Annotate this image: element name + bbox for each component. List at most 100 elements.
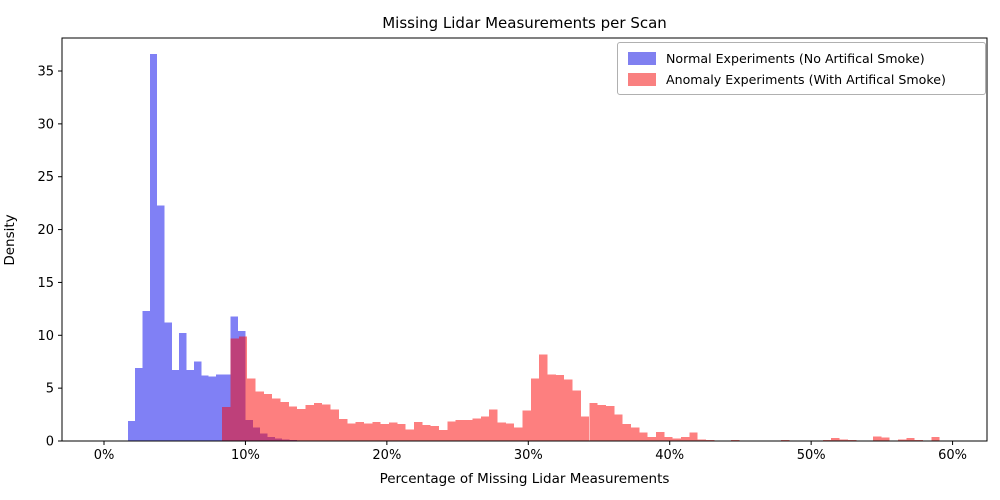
histogram-bar-anomaly xyxy=(630,427,640,441)
histogram-bar-anomaly xyxy=(681,436,690,441)
histogram-bar-anomaly xyxy=(781,439,790,441)
histogram-bar-anomaly xyxy=(697,439,707,441)
histogram-bar-anomaly xyxy=(672,438,682,441)
histogram-bar-normal xyxy=(201,375,209,441)
histogram-bar-normal xyxy=(142,310,150,441)
x-axis-label: Percentage of Missing Lidar Measurements xyxy=(379,471,670,487)
histogram-bar-normal xyxy=(164,322,172,441)
histogram-bar-anomaly xyxy=(363,423,373,441)
histogram-bar-anomaly xyxy=(656,432,665,441)
x-tick-label: 50% xyxy=(797,448,826,463)
x-tick-label: 60% xyxy=(938,448,967,463)
plot-frame xyxy=(61,37,988,442)
histogram-bar-anomaly xyxy=(547,374,556,441)
histogram-bar-anomaly xyxy=(689,432,698,441)
histogram-bar-anomaly xyxy=(530,378,540,441)
histogram-bar-anomaly xyxy=(589,402,598,441)
legend: Normal Experiments (No Artifical Smoke) … xyxy=(617,42,986,95)
histogram-bar-normal xyxy=(208,376,217,441)
histogram-bar-anomaly xyxy=(555,374,565,441)
x-tick-label: 0% xyxy=(94,448,115,463)
histogram-bar-anomaly xyxy=(605,406,615,441)
histogram-bar-anomaly xyxy=(897,439,907,441)
histogram-bar-normal xyxy=(135,368,143,441)
histogram-bar-anomaly xyxy=(430,426,440,441)
chart-title: Missing Lidar Measurements per Scan xyxy=(382,14,667,32)
histogram-bar-anomaly xyxy=(480,416,490,441)
histogram-bar-anomaly xyxy=(422,425,431,441)
y-tick-label: 15 xyxy=(37,276,54,291)
histogram-bar-anomaly xyxy=(222,407,231,441)
y-axis-label: Density xyxy=(2,214,18,266)
y-tick-label: 0 xyxy=(46,435,54,450)
histogram-bar-normal xyxy=(179,333,187,441)
x-tick-label: 20% xyxy=(372,448,401,463)
histogram-bar-normal xyxy=(171,370,180,441)
histogram-bar-anomaly xyxy=(238,336,248,441)
histogram-bar-anomaly xyxy=(647,436,656,441)
histogram-bar-anomaly xyxy=(597,405,606,441)
histogram-bar-anomaly xyxy=(272,398,281,441)
histogram-bar-anomaly xyxy=(731,439,740,441)
histogram-bar-anomaly xyxy=(338,418,348,441)
histogram-bar-anomaly xyxy=(455,419,465,441)
histogram-bar-anomaly xyxy=(514,427,523,441)
histogram-bar-anomaly xyxy=(822,439,832,441)
histogram-bar-anomaly xyxy=(305,405,314,441)
histogram-bar-anomaly xyxy=(639,432,648,441)
histogram-bar-normal xyxy=(193,361,202,441)
histogram-bar-anomaly xyxy=(288,406,298,441)
histogram-bar-anomaly xyxy=(330,409,339,441)
histogram-bar-anomaly xyxy=(372,421,381,441)
legend-item-anomaly: Anomaly Experiments (With Artifical Smok… xyxy=(628,71,975,87)
histogram-bar-anomaly xyxy=(881,437,890,441)
histogram-bar-normal xyxy=(216,374,224,441)
legend-label-normal: Normal Experiments (No Artifical Smoke) xyxy=(666,50,925,66)
histogram-bar-anomaly xyxy=(439,429,448,441)
y-tick-label: 20 xyxy=(37,223,54,238)
histogram-bar-anomaly xyxy=(263,393,273,441)
histogram-bar-normal xyxy=(127,420,136,441)
histogram-bar-anomaly xyxy=(313,402,323,441)
histogram-bar-normal xyxy=(157,205,165,441)
histogram-bar-anomaly xyxy=(497,422,506,441)
y-tick-label: 35 xyxy=(37,65,54,80)
histogram-bar-anomaly xyxy=(405,429,415,441)
histogram-bar-anomaly xyxy=(906,438,915,441)
histogram-bar-anomaly xyxy=(572,390,581,441)
histogram-bar-anomaly xyxy=(280,401,289,441)
histogram-bar-anomaly xyxy=(255,391,264,441)
histogram-bar-anomaly xyxy=(622,424,631,441)
histogram-bar-anomaly xyxy=(831,438,840,441)
histogram-bar-anomaly xyxy=(397,424,406,441)
histogram-bar-anomaly xyxy=(472,418,481,441)
y-tick-label: 5 xyxy=(46,382,54,397)
histogram-bar-anomaly xyxy=(614,414,623,441)
y-tick-label: 30 xyxy=(37,117,54,132)
histogram-bar-anomaly xyxy=(872,436,882,441)
histogram-bar-anomaly xyxy=(464,419,473,441)
histogram-bar-anomaly xyxy=(355,421,364,441)
histogram-bar-anomaly xyxy=(522,410,531,441)
legend-item-normal: Normal Experiments (No Artifical Smoke) xyxy=(628,50,975,66)
histogram-bar-anomaly xyxy=(564,379,573,441)
y-tick-label: 25 xyxy=(37,170,54,185)
histogram-bar-anomaly xyxy=(839,439,848,441)
histogram-bar-anomaly xyxy=(414,421,423,441)
histogram-bar-anomaly xyxy=(539,354,548,441)
x-tick-label: 10% xyxy=(231,448,260,463)
histogram-bar-anomaly xyxy=(664,436,673,441)
histogram-bar-anomaly xyxy=(388,422,398,441)
histogram-bar-anomaly xyxy=(297,408,306,441)
legend-swatch-anomaly-icon xyxy=(628,72,656,86)
histogram-bar-anomaly xyxy=(247,378,256,441)
histogram-bar-anomaly xyxy=(230,338,239,441)
histogram-bar-anomaly xyxy=(505,423,515,441)
x-tick-label: 40% xyxy=(655,448,684,463)
histogram-bar-anomaly xyxy=(380,424,389,441)
histogram-bar-anomaly xyxy=(580,416,590,441)
histogram-bar-normal xyxy=(149,54,158,441)
x-tick-label: 30% xyxy=(514,448,543,463)
